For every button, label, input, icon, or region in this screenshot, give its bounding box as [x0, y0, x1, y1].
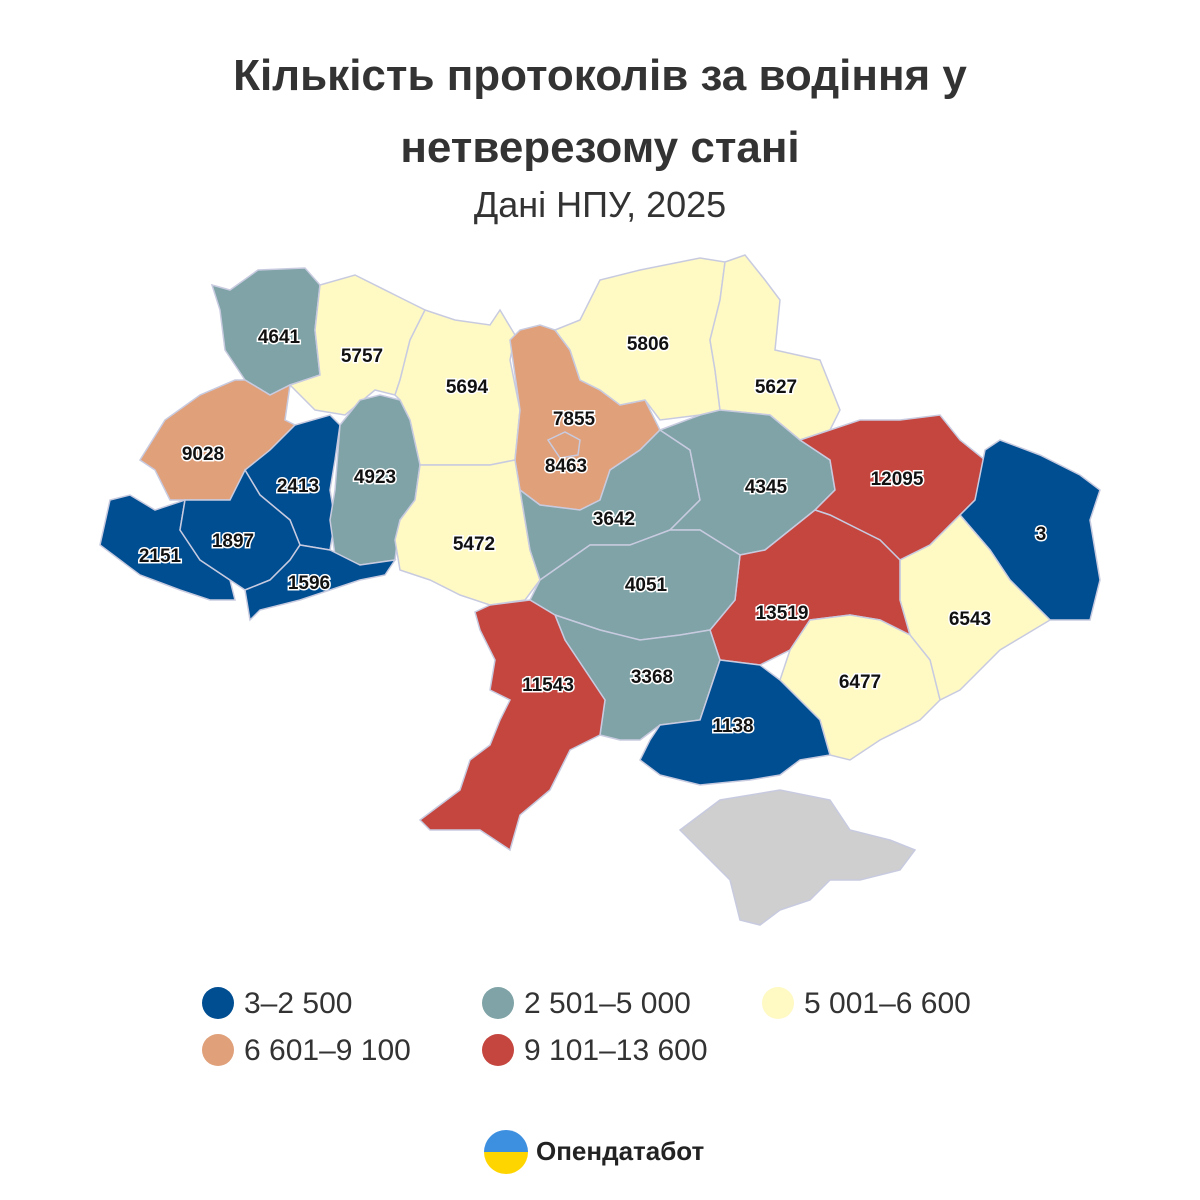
region-value: 6543 [949, 609, 991, 630]
region-value: 5694 [446, 377, 489, 398]
region-value: 1138 [712, 716, 753, 737]
region-value: 9028 [182, 444, 224, 465]
region-value: 13519 [756, 603, 809, 624]
region-value: 3368 [631, 667, 673, 688]
legend-swatch [202, 987, 234, 1019]
region-value: 4051 [625, 575, 668, 596]
legend-swatch [482, 987, 514, 1019]
region-value: 5806 [627, 334, 669, 355]
region [244, 544, 397, 622]
legend-label: 6 601–9 100 [244, 1034, 411, 1067]
region-value: 4641 [258, 327, 301, 348]
brand: Опендатабот [536, 1136, 705, 1166]
region-value: 2413 [277, 476, 319, 497]
region [546, 431, 581, 459]
region-value: 11543 [522, 675, 574, 696]
legend-label: 9 101–13 600 [524, 1034, 708, 1067]
region [418, 599, 606, 852]
region-value: 1897 [212, 531, 254, 552]
region-value: 6477 [839, 672, 881, 693]
legend-swatch [202, 1034, 234, 1066]
legend-swatch [762, 987, 794, 1019]
region-value: 7855 [553, 409, 596, 430]
region-value: 1596 [288, 573, 330, 594]
region [288, 274, 427, 416]
region-value: 5472 [453, 534, 495, 555]
title: Кількість протоколів за водіння у нетвер… [233, 51, 967, 172]
region-value: 5627 [755, 377, 797, 398]
region [99, 494, 236, 601]
region-value: 4345 [745, 477, 788, 498]
legend-label: 2 501–5 000 [524, 987, 691, 1020]
legend-label: 3–2 500 [244, 987, 352, 1020]
subtitle: Дані НПУ, 2025 [473, 184, 727, 225]
region-value: 3642 [593, 509, 635, 530]
region-value: 4923 [354, 467, 396, 488]
region-value: 2151 [139, 546, 182, 567]
region-value: 3 [1036, 524, 1047, 545]
brand-icon [484, 1130, 528, 1174]
region-value: 8463 [545, 456, 587, 477]
region [639, 659, 831, 786]
legend-label: 5 001–6 600 [804, 987, 971, 1020]
region-value: 5757 [341, 346, 383, 367]
crimea [678, 789, 917, 926]
legend-swatch [482, 1034, 514, 1066]
region-value: 12095 [871, 469, 924, 490]
